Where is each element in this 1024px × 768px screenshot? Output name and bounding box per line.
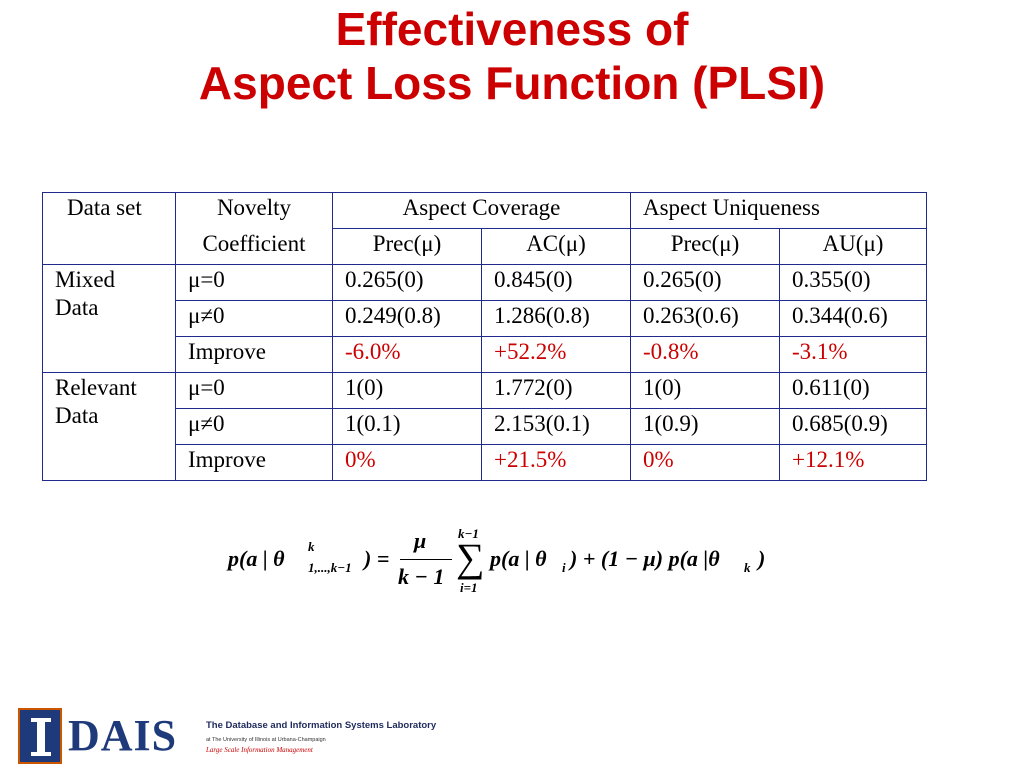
formula-term-1: p(a | θ — [490, 546, 547, 571]
dais-logo: DAIS The Database and Information System… — [18, 708, 436, 764]
table-row: Relevant μ=0 1(0) 1.772(0) 1(0) 0.611(0) — [42, 372, 927, 409]
header-prec-mu-coverage: Prec(μ) — [332, 228, 482, 265]
formula-fraction-bar — [400, 559, 452, 560]
formula-lhs: p(a | θ — [228, 546, 285, 571]
header-aspect-uniqueness: Aspect Uniqueness — [630, 192, 927, 229]
logo-lab-name: The Database and Information Systems Lab… — [206, 720, 437, 731]
table-row: Improve 0% +21.5% 0% +12.1% — [42, 444, 927, 481]
value-cell: 1(0.1) — [332, 408, 482, 445]
improve-cell: -6.0% — [332, 336, 482, 373]
value-cell: 0.249(0.8) — [332, 300, 482, 337]
formula-term-2-close: ) — [758, 546, 766, 571]
improve-cell: +12.1% — [779, 444, 927, 481]
improve-cell: 0% — [630, 444, 780, 481]
improve-cell: 0% — [332, 444, 482, 481]
value-cell: 0.611(0) — [779, 372, 927, 409]
table-row: Improve -6.0% +52.2% -0.8% -3.1% — [42, 336, 927, 373]
value-cell: 1(0.9) — [630, 408, 780, 445]
value-cell: 0.344(0.6) — [779, 300, 927, 337]
header-prec-mu-uniqueness: Prec(μ) — [630, 228, 780, 265]
table-row: Data μ≠0 1(0.1) 2.153(0.1) 1(0.9) 0.685(… — [42, 400, 927, 445]
formula-lhs-close: ) = — [364, 546, 390, 571]
formula-term-1-rest: ) + (1 − μ) p(a |θ — [570, 546, 720, 571]
value-cell: 0.355(0) — [779, 264, 927, 301]
improve-cell: +52.2% — [481, 336, 631, 373]
improve-cell: -3.1% — [779, 336, 927, 373]
header-novelty-coefficient: Novelty — [175, 192, 333, 229]
header-data-set-cont — [42, 228, 176, 265]
illinois-i-icon — [18, 708, 62, 764]
header-novelty-line-1: Novelty — [216, 195, 292, 220]
coef-cell: μ≠0 — [175, 408, 333, 445]
aspect-loss-formula: p(a | θ k 1,...,k−1 ) = μ k − 1 k−1 ∑ i=… — [228, 526, 788, 596]
logo-tagline: Large Scale Information Management — [206, 746, 313, 754]
coef-cell: Improve — [175, 444, 333, 481]
formula-term-1-sub: i — [562, 560, 566, 575]
group-label-relevant-cont — [42, 444, 176, 481]
formula-sum-sign: ∑ — [456, 535, 485, 580]
formula-lhs-sup: k — [308, 539, 315, 554]
formula-term-2-sub: k — [744, 560, 751, 575]
slide-title-line-2: Aspect Loss Function (PLSI) — [198, 57, 826, 109]
value-cell: 0.685(0.9) — [779, 408, 927, 445]
value-cell: 0.845(0) — [481, 264, 631, 301]
formula-numerator: μ — [414, 528, 427, 553]
coef-cell: Improve — [175, 336, 333, 373]
group-label-mixed-cont — [42, 336, 176, 373]
improve-cell: -0.8% — [630, 336, 780, 373]
value-cell: 1.286(0.8) — [481, 300, 631, 337]
coef-cell: μ≠0 — [175, 300, 333, 337]
group-label-relevant-line-2: Data — [42, 400, 176, 437]
table-row: Mixed μ=0 0.265(0) 0.845(0) 0.265(0) 0.3… — [42, 264, 927, 301]
slide-title-line-1: Effectiveness of — [335, 3, 689, 55]
formula-lhs-sub: 1,...,k−1 — [308, 560, 352, 575]
formula-sum-lower: i=1 — [460, 580, 478, 595]
coef-cell: μ=0 — [175, 264, 333, 301]
formula-sum-upper: k−1 — [458, 526, 479, 541]
header-ac-mu: AC(μ) — [481, 228, 631, 265]
header-au-mu: AU(μ) — [779, 228, 927, 265]
header-aspect-coverage: Aspect Coverage — [332, 192, 631, 229]
value-cell: 2.153(0.1) — [481, 408, 631, 445]
value-cell: 1.772(0) — [481, 372, 631, 409]
improve-cell: +21.5% — [481, 444, 631, 481]
value-cell: 0.265(0) — [630, 264, 780, 301]
header-row-2: Coefficient Prec(μ) AC(μ) Prec(μ) AU(μ) — [42, 228, 927, 265]
results-table: Data set Novelty Aspect Coverage Aspect … — [42, 192, 927, 481]
header-novelty-cont: Coefficient — [175, 228, 333, 265]
value-cell: 1(0) — [332, 372, 482, 409]
slide-title: Effectiveness of Aspect Loss Function (P… — [0, 2, 1024, 110]
value-cell: 1(0) — [630, 372, 780, 409]
formula-denominator: k − 1 — [398, 564, 445, 589]
header-row-1: Data set Novelty Aspect Coverage Aspect … — [42, 192, 927, 229]
table-row: Data μ≠0 0.249(0.8) 1.286(0.8) 0.263(0.6… — [42, 292, 927, 337]
value-cell: 0.263(0.6) — [630, 300, 780, 337]
group-label-mixed-line-2: Data — [42, 292, 176, 329]
coef-cell: μ=0 — [175, 372, 333, 409]
logo-wordmark: DAIS — [68, 711, 178, 760]
value-cell: 0.265(0) — [332, 264, 482, 301]
logo-affiliation: at The University of Illinois at Urbana-… — [206, 737, 326, 743]
header-data-set: Data set — [42, 192, 176, 229]
